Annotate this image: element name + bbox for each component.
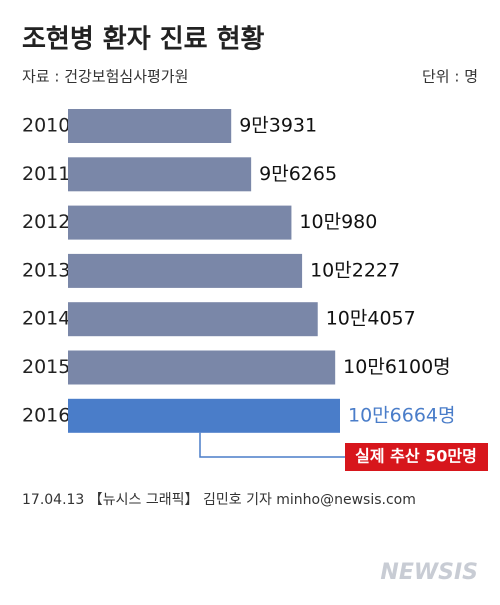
bar bbox=[68, 253, 303, 288]
bar bbox=[68, 109, 232, 143]
y-tick-label: 2012 bbox=[22, 211, 70, 233]
source: 자료 : 건강보험심사평가원 bbox=[22, 68, 188, 86]
annotation-connector bbox=[199, 432, 345, 458]
y-tick-label: 2010 bbox=[22, 115, 70, 137]
bar bbox=[68, 157, 252, 192]
bar bbox=[68, 398, 340, 433]
y-tick-label: 2016 bbox=[22, 404, 70, 426]
logo: NEWSIS bbox=[380, 560, 478, 585]
value-label: 10만2227 bbox=[310, 259, 400, 281]
unit: 단위 : 명 bbox=[422, 68, 478, 86]
value-label: 10만980 bbox=[299, 211, 377, 233]
chart-title: 조현병 환자 진료 현황 bbox=[22, 25, 265, 55]
value-label: 9만3931 bbox=[239, 115, 317, 137]
value-label: 10만6100명 bbox=[343, 356, 451, 378]
value-label: 9만6265 bbox=[259, 163, 337, 185]
annotation-box bbox=[345, 443, 488, 471]
value-label: 10만4057 bbox=[326, 308, 416, 330]
y-tick-label: 2011 bbox=[22, 163, 70, 185]
y-tick-label: 2014 bbox=[22, 308, 70, 330]
y-tick-label: 2013 bbox=[22, 259, 70, 281]
value-label: 10만6664명 bbox=[348, 404, 456, 426]
footer: 17.04.13 【뉴시스 그래픽】 김민호 기자 minho@newsis.c… bbox=[22, 492, 416, 508]
y-tick-label: 2015 bbox=[22, 356, 70, 378]
annotation: 실제 추산 50만명 bbox=[355, 447, 477, 466]
bar bbox=[68, 302, 318, 337]
bar bbox=[68, 350, 336, 385]
bar bbox=[68, 205, 292, 240]
